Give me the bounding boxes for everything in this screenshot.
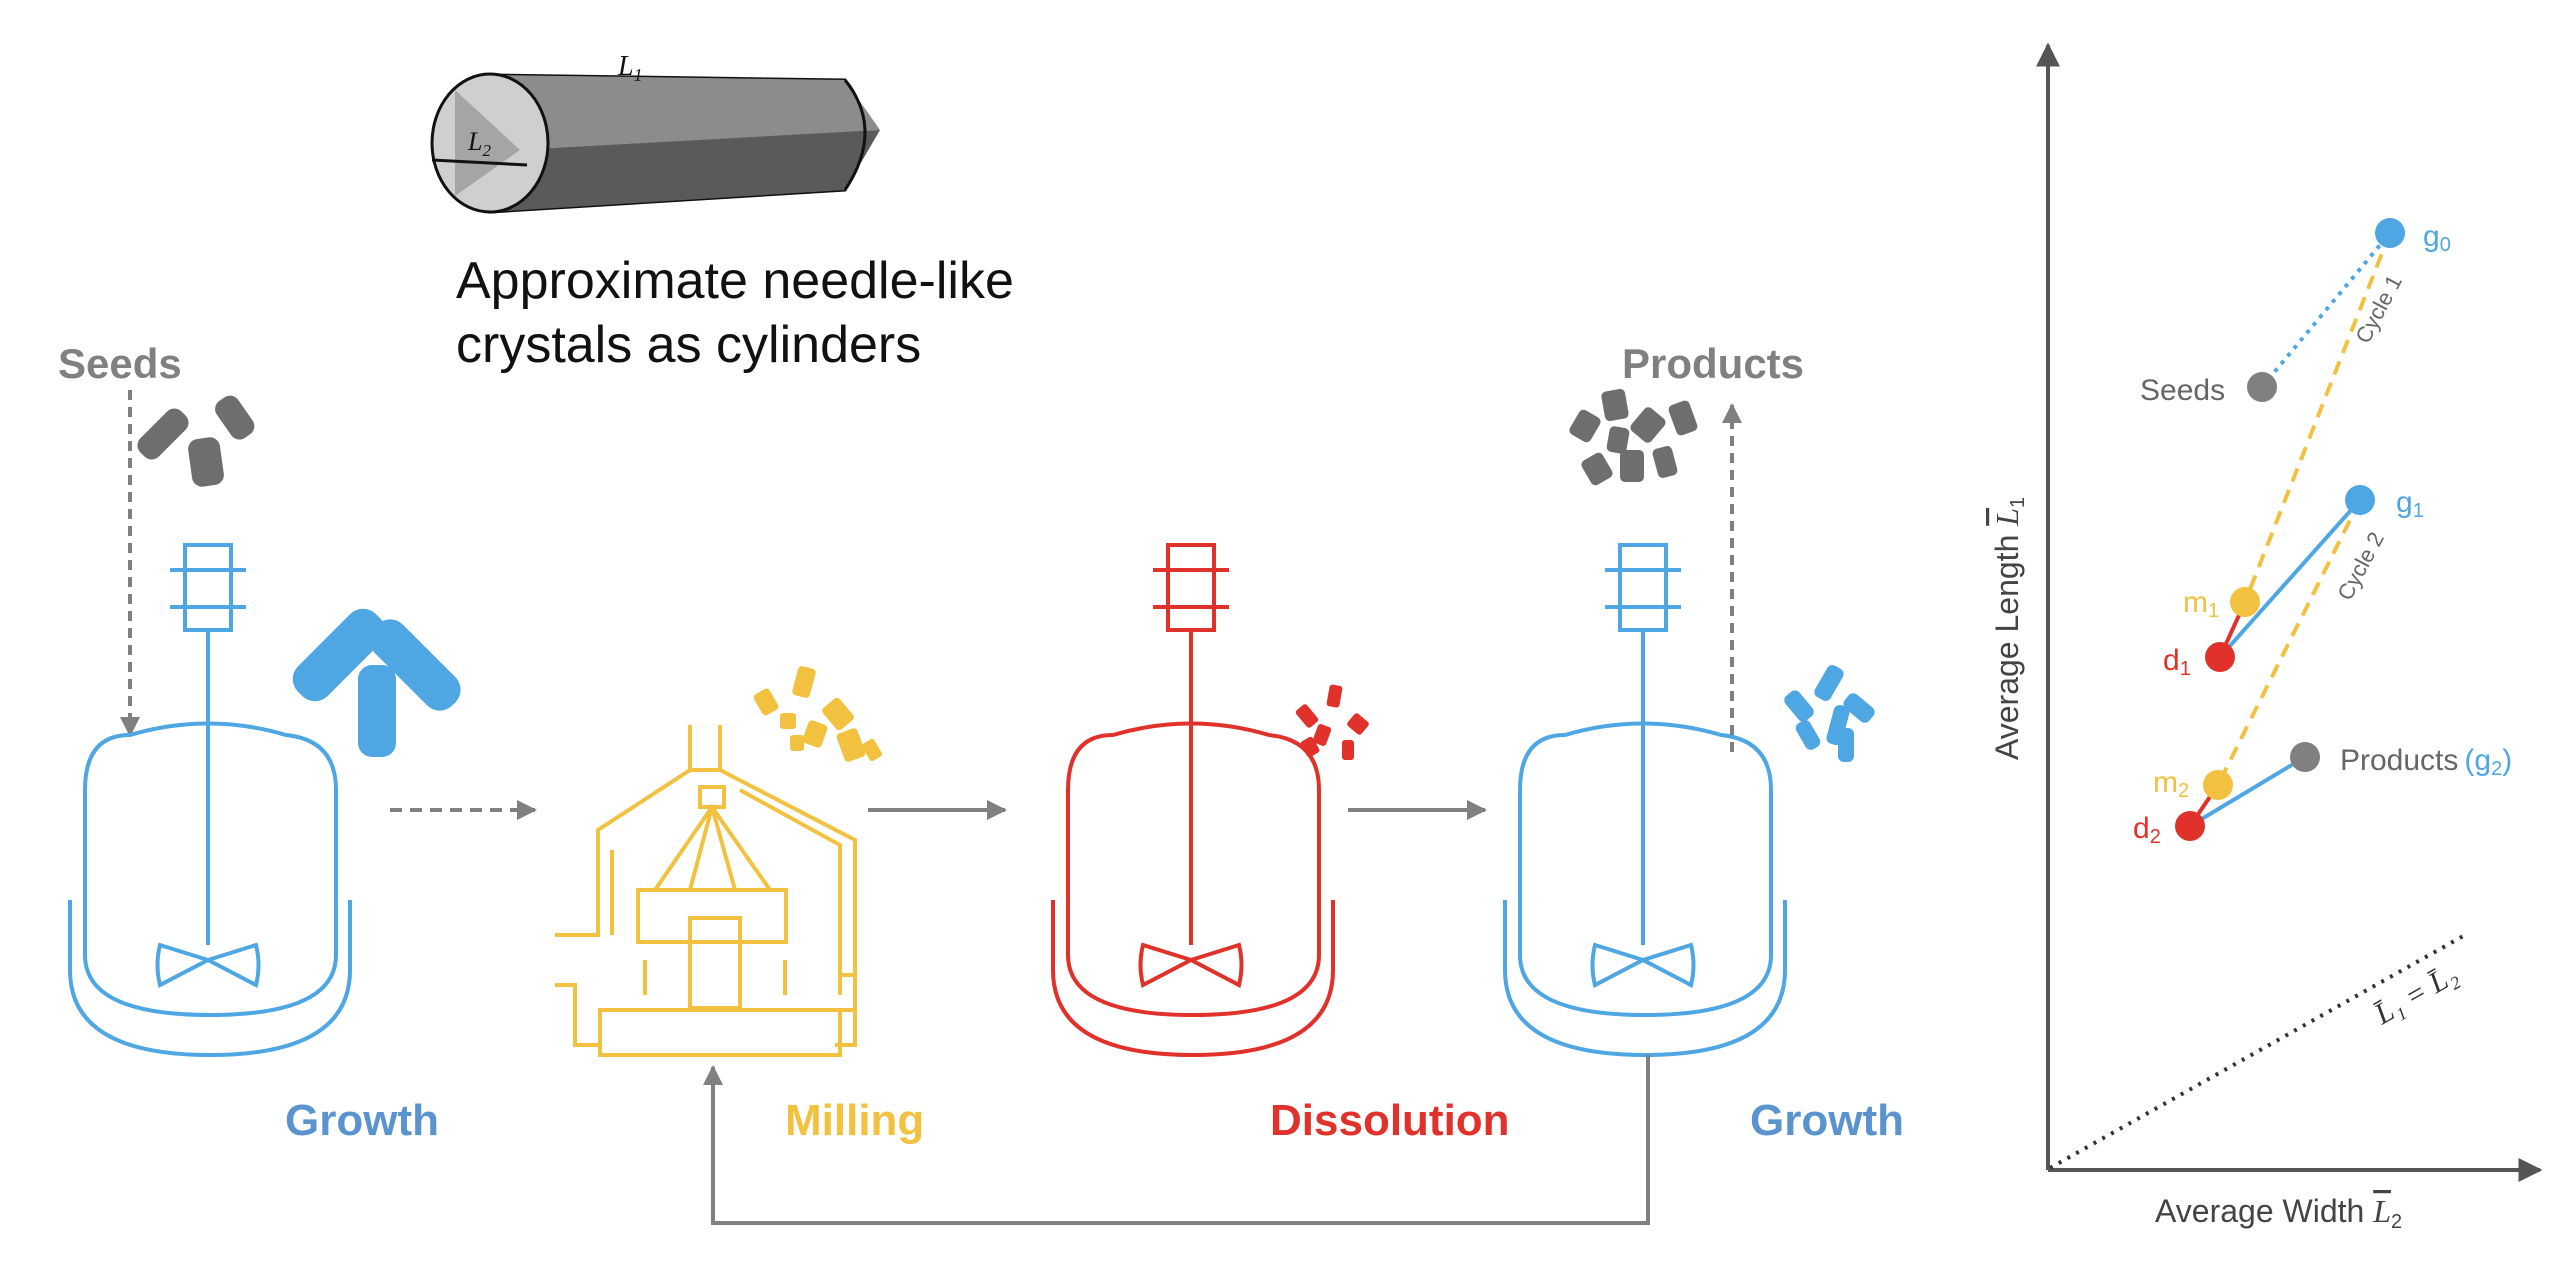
- diagonal-label: L̄₁ = L̄₂: [2368, 958, 2463, 1032]
- cycle1-milling-line: [2243, 232, 2392, 603]
- dissolved-crystals-icon: [1295, 684, 1369, 760]
- cylinder-caption-line2: crystals as cylinders: [456, 316, 921, 374]
- point-seeds: [2247, 372, 2277, 402]
- point-products: [2290, 742, 2320, 772]
- stage-label-growth-1: Growth: [285, 1096, 439, 1145]
- dissolution-reactor: [1051, 543, 1335, 1058]
- label-d1: d1: [2163, 644, 2191, 680]
- cylinder-illustration: L1 L2: [430, 51, 880, 214]
- label-m1: m1: [2183, 586, 2219, 622]
- label-g1: g1: [2396, 486, 2424, 522]
- growth-crystals-icon-2: [1784, 665, 1875, 762]
- label-m2: m2: [2153, 766, 2189, 802]
- stage-label-dissolution: Dissolution: [1270, 1096, 1510, 1145]
- cylinder-caption-line1: Approximate needle-like: [456, 252, 1014, 310]
- y-axis-label: Average Length L1: [1989, 497, 2029, 760]
- seed-crystals-icon: [137, 395, 255, 487]
- label-seeds: Seeds: [2140, 374, 2225, 407]
- seeds-to-g0-line: [2260, 231, 2392, 389]
- width-label: L2: [467, 127, 491, 160]
- point-m2: [2203, 770, 2233, 800]
- point-m1: [2230, 587, 2260, 617]
- x-axis-label: Average Width L2: [2155, 1193, 2402, 1233]
- cycle1-growth-line: [2218, 498, 2362, 659]
- equal-size-diagonal: [2049, 933, 2466, 1170]
- products-label: Products: [1622, 340, 1804, 387]
- label-d2: d2: [2133, 812, 2161, 848]
- milled-crystals-icon: [753, 666, 882, 762]
- product-crystals-icon: [1569, 388, 1698, 486]
- label-products: Products (g2): [2340, 744, 2512, 780]
- stage-label-growth-2: Growth: [1750, 1096, 1904, 1145]
- recycle-loop-arrow: [703, 1055, 1650, 1225]
- cycle2-milling-line: [2216, 499, 2362, 786]
- cycle2-growth-line: [2188, 755, 2307, 828]
- stage-label-milling: Milling: [785, 1096, 924, 1145]
- point-g0: [2375, 218, 2405, 248]
- point-d1: [2205, 642, 2235, 672]
- growth-reactor-2: [1503, 543, 1787, 1058]
- seeds-label: Seeds: [58, 340, 182, 387]
- cycle2-label: Cycle 2: [2332, 528, 2389, 605]
- growth-crystals-icon-1: [292, 608, 461, 757]
- length-label: L1: [617, 51, 643, 85]
- growth-reactor-1: [68, 543, 352, 1058]
- mill-unit: [555, 725, 857, 1057]
- label-g0: g0: [2423, 220, 2451, 256]
- point-d2: [2175, 811, 2205, 841]
- point-g1: [2345, 485, 2375, 515]
- size-trajectory-plot: Average Length L1 Average Width L2 L̄₁ =…: [1989, 42, 2543, 1233]
